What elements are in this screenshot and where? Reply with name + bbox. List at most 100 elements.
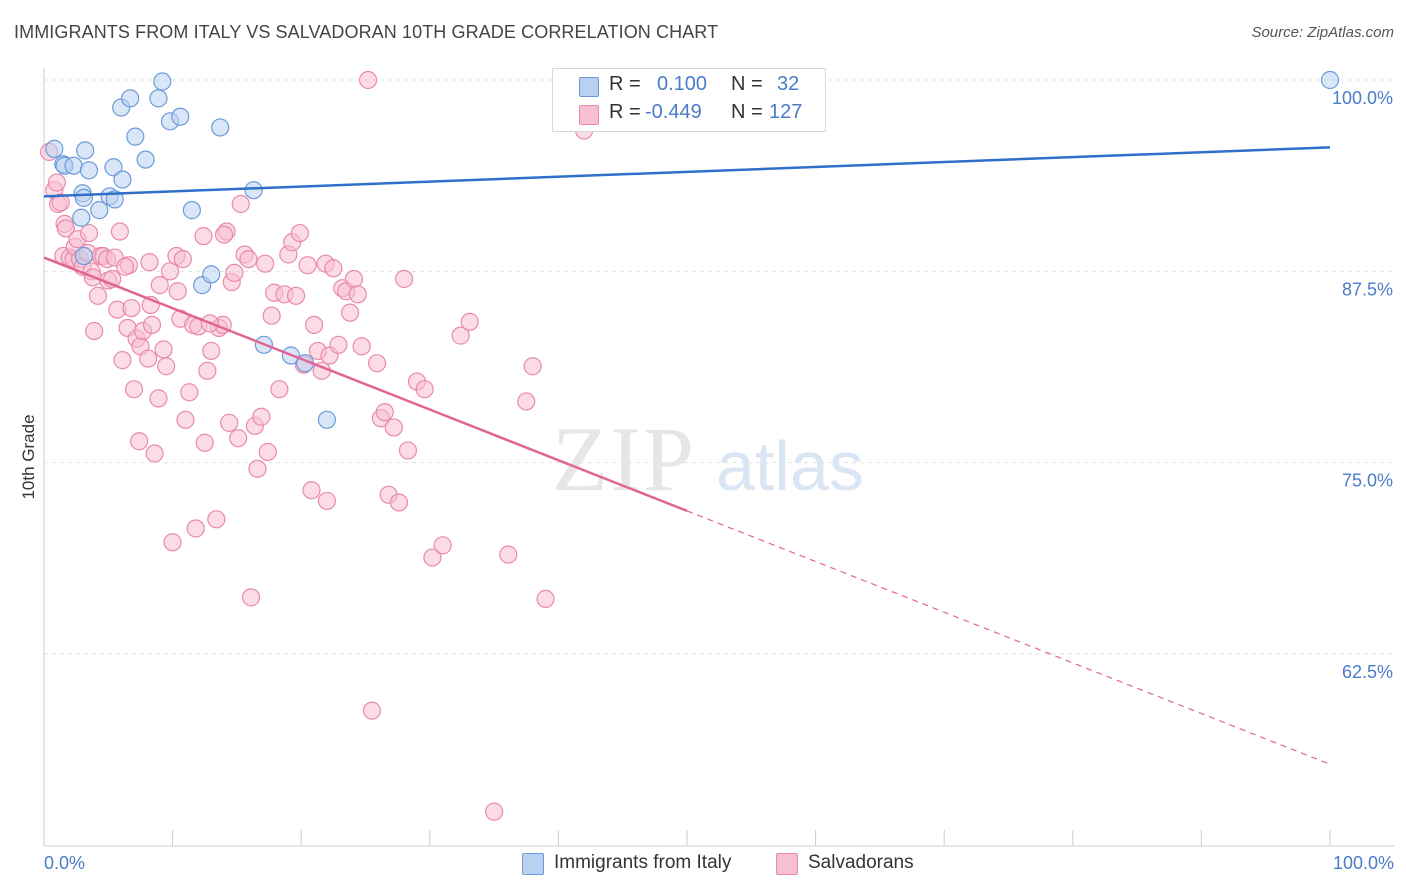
italy-point bbox=[105, 190, 124, 209]
salvadorans-point bbox=[220, 413, 239, 432]
salvadorans-point bbox=[286, 286, 306, 305]
salvadorans-point bbox=[214, 225, 234, 244]
salvadorans-point bbox=[145, 444, 164, 463]
salvadorans-point bbox=[302, 481, 321, 500]
salvadorans-point bbox=[241, 588, 261, 607]
salvadorans-point bbox=[139, 349, 158, 368]
correlation-legend: R = 0.100 N = 32 R = -0.449 N = 127 bbox=[552, 68, 826, 132]
salvadorans-point bbox=[142, 315, 162, 335]
italy-legend-label: Immigrants from Italy bbox=[554, 852, 732, 873]
salvadorans-point bbox=[231, 194, 250, 214]
salvadorans-point bbox=[304, 315, 324, 335]
italy-points bbox=[45, 70, 1340, 429]
salvadorans-point bbox=[358, 70, 378, 90]
salvadorans-point bbox=[389, 493, 409, 512]
italy-point bbox=[72, 208, 91, 227]
salvadorans-point bbox=[160, 262, 180, 281]
salvadorans-point bbox=[198, 361, 217, 380]
italy-point bbox=[136, 150, 155, 169]
watermark-atlas: atlas bbox=[716, 427, 864, 505]
salvadorans-point bbox=[110, 222, 129, 241]
italy-point bbox=[153, 72, 172, 91]
italy-point bbox=[211, 118, 230, 137]
italy-point bbox=[45, 139, 64, 158]
legend-r-value: -0.449 bbox=[645, 101, 702, 123]
salvadorans-point bbox=[248, 459, 267, 478]
salvadorans-point bbox=[194, 227, 213, 246]
salvadorans-point bbox=[202, 341, 221, 361]
legend-row-italy: R = 0.100 N = 32 bbox=[553, 73, 825, 101]
salvadorans-swatch bbox=[579, 105, 599, 125]
salvadorans-point bbox=[122, 298, 141, 318]
salvadorans-point bbox=[186, 519, 205, 538]
salvadorans-point bbox=[51, 193, 70, 212]
salvadorans-point bbox=[329, 335, 348, 354]
y-tick-labels: 100.0% 87.5% 75.0% 62.5% bbox=[1332, 88, 1393, 682]
salvadorans-point bbox=[258, 442, 277, 462]
italy-trend-line bbox=[43, 146, 1331, 198]
italy-point bbox=[1320, 70, 1340, 90]
italy-point bbox=[79, 161, 99, 180]
salvadorans-point bbox=[150, 276, 169, 295]
salvadorans-point bbox=[324, 259, 343, 278]
salvadorans-point bbox=[173, 249, 192, 269]
salvadorans-point bbox=[168, 282, 187, 301]
salvadorans-point bbox=[340, 303, 360, 322]
salvadorans-point bbox=[154, 340, 173, 359]
salvadorans-point bbox=[348, 285, 367, 304]
salvadorans-point bbox=[367, 354, 387, 373]
salvadorans-point bbox=[115, 257, 135, 276]
italy-point bbox=[74, 188, 93, 207]
salvadorans-point bbox=[423, 548, 442, 567]
salvadorans-point bbox=[485, 802, 504, 821]
y-tick-label: 87.5% bbox=[1342, 279, 1393, 299]
salvadorans-point bbox=[149, 389, 168, 408]
salvadorans-point bbox=[375, 403, 394, 422]
salvadorans-point bbox=[56, 219, 75, 238]
y-tick-label: 100.0% bbox=[1332, 88, 1393, 108]
salvadorans-legend-swatch bbox=[776, 853, 798, 875]
x-tick-label-max: 100.0% bbox=[1333, 853, 1394, 873]
italy-swatch bbox=[579, 77, 599, 97]
source-credit: Source: ZipAtlas.com bbox=[1251, 24, 1394, 41]
legend-r-value: 0.100 bbox=[657, 73, 708, 95]
salvadorans-point bbox=[239, 249, 258, 269]
salvadorans-point bbox=[140, 253, 159, 272]
salvadorans-point bbox=[176, 410, 195, 429]
trend-lines bbox=[43, 146, 1331, 765]
salvadorans-point bbox=[317, 491, 337, 511]
salvadorans-point bbox=[157, 357, 176, 376]
salvadorans-point bbox=[415, 380, 434, 399]
italy-point bbox=[126, 127, 145, 146]
salvadorans-point bbox=[225, 263, 244, 282]
y-tick-label: 75.0% bbox=[1342, 471, 1393, 491]
salvadorans-point bbox=[229, 429, 248, 448]
legend-n-value: 127 bbox=[769, 101, 803, 123]
salvadorans-point bbox=[256, 254, 275, 273]
italy-point bbox=[317, 410, 337, 429]
legend-r-label: R = bbox=[609, 101, 641, 123]
salvadorans-legend-label: Salvadorans bbox=[808, 852, 914, 873]
y-axis-label: 10th Grade bbox=[19, 414, 38, 499]
watermark-zip: ZIP bbox=[552, 408, 696, 510]
chart-title: IMMIGRANTS FROM ITALY VS SALVADORAN 10TH… bbox=[14, 22, 719, 42]
salvadorans-point bbox=[433, 536, 452, 555]
salvadorans-point bbox=[298, 256, 317, 275]
italy-point bbox=[64, 156, 83, 175]
salvadorans-point bbox=[195, 433, 214, 452]
salvadorans-trend-extension bbox=[686, 510, 1331, 765]
salvadorans-point bbox=[344, 269, 364, 289]
axes bbox=[43, 68, 1394, 847]
salvadorans-point bbox=[352, 337, 371, 356]
italy-point bbox=[149, 89, 168, 108]
salvadorans-point bbox=[290, 223, 310, 243]
italy-point bbox=[244, 181, 263, 200]
salvadorans-point bbox=[207, 510, 226, 529]
salvadorans-point bbox=[124, 380, 144, 399]
salvadorans-point bbox=[47, 173, 66, 192]
salvadorans-point bbox=[88, 286, 108, 305]
salvadorans-point bbox=[262, 306, 281, 325]
legend-row-salvadorans: R = -0.449 N = 127 bbox=[553, 101, 825, 129]
x-tick-label-min: 0.0% bbox=[44, 853, 85, 873]
